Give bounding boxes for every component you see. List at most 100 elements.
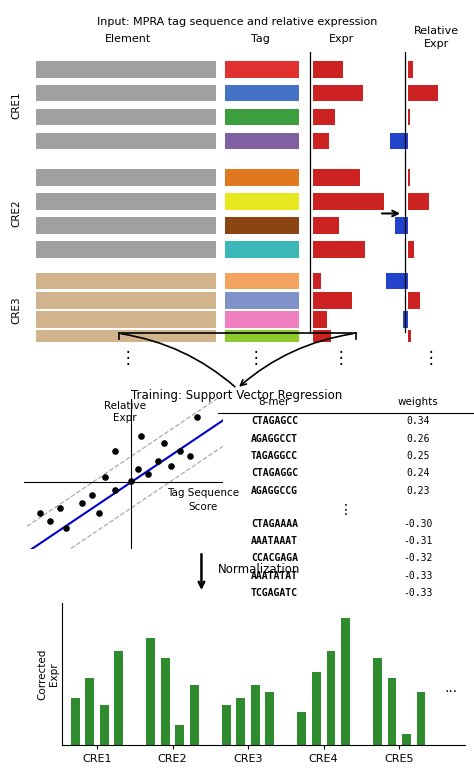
Bar	[327, 651, 335, 745]
Text: CRE1: CRE1	[11, 91, 22, 119]
Bar	[225, 194, 299, 210]
Text: Expr: Expr	[113, 412, 137, 423]
Point	[144, 468, 152, 481]
Bar	[408, 330, 411, 347]
Bar	[36, 273, 216, 290]
Bar	[313, 330, 330, 347]
Bar	[161, 658, 170, 745]
Point	[36, 507, 44, 519]
Point	[167, 460, 174, 472]
Text: CRE3: CRE3	[11, 296, 22, 323]
Bar	[222, 705, 231, 745]
Text: ⋮: ⋮	[423, 349, 440, 366]
Text: ⋮: ⋮	[333, 349, 350, 366]
Text: 8-mer: 8-mer	[259, 396, 290, 406]
Bar	[36, 109, 216, 125]
Bar	[225, 241, 299, 257]
Bar	[225, 133, 299, 149]
Bar	[313, 241, 365, 257]
Point	[134, 463, 142, 475]
Bar	[313, 61, 344, 78]
Bar	[313, 169, 360, 186]
Bar	[36, 194, 216, 210]
Bar	[373, 658, 382, 745]
Text: ...: ...	[445, 681, 457, 695]
Text: AGAGGCCT: AGAGGCCT	[251, 434, 298, 444]
Bar	[36, 133, 216, 149]
Text: AGAGGCCG: AGAGGCCG	[251, 486, 298, 496]
Bar	[408, 292, 420, 309]
Text: -0.33: -0.33	[403, 571, 432, 581]
Text: TAGAGGCC: TAGAGGCC	[251, 451, 298, 461]
Point	[160, 437, 168, 449]
Bar	[408, 85, 438, 101]
Point	[63, 522, 70, 535]
Point	[111, 484, 119, 496]
Text: weights: weights	[397, 396, 438, 406]
Bar	[36, 61, 216, 78]
Bar	[114, 651, 123, 745]
Text: 0.25: 0.25	[406, 451, 429, 461]
Text: Normalization: Normalization	[218, 564, 301, 576]
Bar	[408, 61, 413, 78]
Bar	[408, 241, 414, 257]
Text: CTAGAGGC: CTAGAGGC	[251, 468, 298, 478]
Bar	[225, 330, 299, 347]
Text: 0.34: 0.34	[406, 416, 429, 426]
Text: CTAGAAAA: CTAGAAAA	[251, 518, 298, 528]
Text: Relative: Relative	[413, 26, 459, 36]
Bar	[251, 685, 260, 745]
Point	[79, 496, 86, 508]
Text: Element: Element	[105, 34, 151, 44]
Text: -0.33: -0.33	[403, 588, 432, 598]
Text: AAATATAT: AAATATAT	[251, 571, 298, 581]
Bar	[225, 61, 299, 78]
Bar	[36, 292, 216, 309]
Text: -0.31: -0.31	[403, 536, 432, 546]
Text: 0.26: 0.26	[406, 434, 429, 444]
Point	[176, 445, 184, 457]
Text: Expr: Expr	[423, 38, 449, 48]
Bar	[341, 618, 350, 745]
Bar	[386, 273, 408, 290]
Text: -0.32: -0.32	[403, 554, 432, 564]
Bar	[408, 169, 410, 186]
Bar	[402, 734, 411, 745]
Y-axis label: Corrected
Expr: Corrected Expr	[37, 648, 59, 700]
Bar	[225, 311, 299, 328]
Bar	[190, 685, 199, 745]
Text: CRE2: CRE2	[11, 200, 22, 227]
Text: AAATAAAT: AAATAAAT	[251, 536, 298, 546]
Point	[46, 515, 54, 527]
Bar	[313, 311, 328, 328]
Text: CCACGAGA: CCACGAGA	[251, 554, 298, 564]
Bar	[36, 330, 216, 347]
Bar	[265, 691, 274, 745]
Bar	[313, 109, 336, 125]
Point	[101, 471, 109, 483]
Bar	[175, 725, 184, 745]
Text: Input: MPRA tag sequence and relative expression: Input: MPRA tag sequence and relative ex…	[97, 17, 377, 27]
Bar	[85, 678, 94, 745]
Bar	[408, 194, 429, 210]
Bar	[417, 691, 425, 745]
Bar	[312, 671, 321, 745]
Bar	[225, 292, 299, 309]
Bar	[313, 194, 384, 210]
Bar	[71, 698, 80, 745]
Bar	[36, 311, 216, 328]
Bar	[36, 85, 216, 101]
Bar	[313, 217, 338, 233]
Bar	[395, 217, 408, 233]
Text: 0.24: 0.24	[406, 468, 429, 478]
Text: -0.30: -0.30	[403, 518, 432, 528]
Bar	[403, 311, 408, 328]
Text: Tag: Tag	[251, 34, 270, 44]
Text: Training: Support Vector Regression: Training: Support Vector Regression	[131, 389, 343, 402]
Bar	[313, 292, 352, 309]
Text: TCGAGATC: TCGAGATC	[251, 588, 298, 598]
Bar	[390, 133, 408, 149]
Bar	[225, 109, 299, 125]
Point	[95, 507, 102, 519]
Bar	[313, 85, 363, 101]
